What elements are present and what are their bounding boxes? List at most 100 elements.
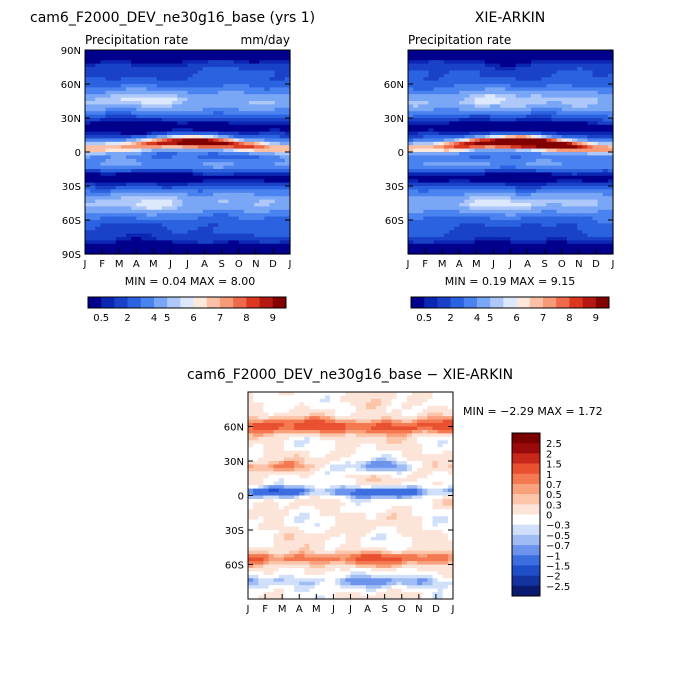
obs-field-cell	[510, 172, 517, 177]
model-field-cell	[115, 101, 122, 105]
diff-field-cell	[447, 392, 454, 397]
obs-field-cell	[408, 196, 414, 201]
model-field-cell	[259, 63, 265, 68]
model-field-cell	[156, 73, 163, 78]
obs-field-cell	[408, 141, 414, 146]
model-field-cell	[284, 145, 291, 150]
obs-field-cell	[525, 223, 532, 228]
obs-field-cell	[551, 199, 558, 204]
obs-field-cell	[525, 80, 532, 85]
obs-field-cell	[541, 148, 547, 153]
model-field-cell	[100, 155, 107, 160]
obs-field-cell	[556, 97, 563, 102]
model-field-cell	[259, 155, 265, 160]
obs-field-cell	[520, 152, 527, 156]
model-field-cell	[243, 94, 250, 99]
obs-field-cell	[602, 162, 609, 167]
model-field-cell	[284, 182, 291, 187]
obs-field-cell	[433, 230, 440, 235]
obs-field-cell	[464, 243, 471, 248]
obs-field-cell	[443, 209, 450, 214]
model-field-cell	[192, 118, 199, 122]
obs-field-cell	[449, 107, 455, 112]
model-field-cell	[218, 196, 224, 201]
obs-field-cell	[515, 165, 522, 170]
obs-field-cell	[582, 90, 588, 95]
obs-field-cell	[484, 230, 491, 235]
model-field-cell	[233, 84, 240, 88]
model-field-cell	[192, 121, 199, 126]
model-field-cell	[259, 60, 265, 65]
model-field-cell	[243, 104, 250, 109]
model-field-cell	[269, 50, 276, 54]
obs-field-cell	[428, 216, 435, 221]
obs-field-cell	[408, 250, 414, 255]
obs-x-tick-label: J	[491, 259, 495, 270]
model-field-cell	[218, 94, 224, 99]
obs-field-cell	[525, 237, 532, 241]
model-field-cell	[228, 141, 235, 146]
model-field-cell	[274, 101, 281, 105]
model-field-cell	[156, 243, 163, 248]
obs-field-cell	[520, 226, 527, 231]
model-field-cell	[115, 199, 122, 204]
model-field-cell	[182, 209, 189, 214]
obs-field-cell	[438, 53, 445, 58]
model-field-cell	[151, 182, 158, 187]
model-field-cell	[192, 206, 199, 211]
obs-field-cell	[459, 186, 465, 190]
model-field-cell	[243, 152, 250, 156]
obs-field-cell	[408, 230, 414, 235]
obs-field-cell	[418, 213, 424, 218]
model-field-cell	[233, 237, 240, 241]
model-field-cell	[172, 148, 178, 153]
obs-field-cell	[592, 162, 599, 167]
model-field-cell	[264, 199, 271, 204]
obs-field-cell	[413, 70, 419, 75]
model-field-cell	[228, 77, 235, 82]
obs-field-cell	[566, 206, 573, 211]
obs-field-cell	[433, 203, 440, 207]
model-field-cell	[161, 186, 168, 190]
obs-field-cell	[515, 230, 522, 235]
model-field-cell	[172, 131, 178, 136]
obs-field-cell	[495, 73, 501, 78]
obs-field-cell	[597, 192, 604, 197]
obs-field-cell	[469, 124, 476, 129]
obs-field-cell	[587, 124, 594, 129]
model-field-cell	[218, 97, 224, 102]
model-field-cell	[90, 148, 96, 153]
model-field-cell	[90, 128, 96, 133]
obs-field-cell	[582, 240, 588, 245]
obs-field-cell	[546, 107, 553, 112]
model-field-cell	[213, 101, 219, 105]
obs-field-cell	[428, 114, 435, 119]
obs-field-cell	[490, 63, 496, 68]
model-field-cell	[187, 145, 194, 150]
obs-field-cell	[520, 186, 527, 190]
model-field-cell	[208, 216, 214, 221]
model-field-cell	[254, 203, 260, 207]
obs-field-cell	[490, 152, 496, 156]
obs-field-cell	[454, 209, 460, 214]
obs-field-cell	[474, 230, 481, 235]
model-field-cell	[208, 247, 214, 252]
model-field-cell	[213, 107, 219, 112]
model-field-cell	[100, 206, 107, 211]
model-field-cell	[110, 135, 117, 139]
model-field-cell	[254, 131, 260, 136]
model-field-cell	[161, 141, 168, 146]
model-field-cell	[254, 141, 260, 146]
obs-field-cell	[546, 135, 553, 139]
obs-field-cell	[531, 87, 537, 92]
obs-field-cell	[602, 104, 609, 109]
obs-field-cell	[490, 138, 496, 143]
obs-field-cell	[449, 169, 455, 173]
model-field-cell	[249, 101, 255, 105]
obs-field-cell	[479, 135, 486, 139]
obs-field-cell	[515, 145, 522, 150]
obs-field-cell	[597, 189, 604, 194]
model-field-cell	[202, 179, 209, 184]
obs-field-cell	[479, 124, 486, 129]
obs-field-cell	[551, 84, 558, 88]
